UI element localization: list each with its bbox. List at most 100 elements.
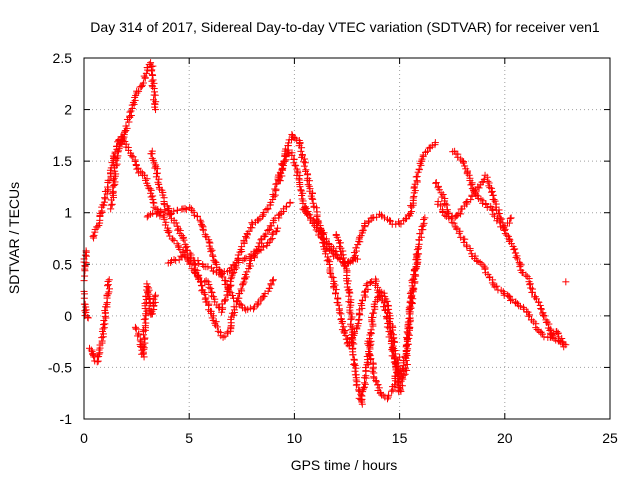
data-point [362,281,370,289]
data-point [146,185,154,193]
data-point [131,157,139,165]
data-point [352,364,360,372]
data-point [319,231,327,239]
data-point [507,214,515,222]
data-point [100,324,108,332]
data-point [147,186,155,194]
data-point [224,284,232,292]
data-point [301,159,309,167]
data-point [415,165,423,173]
data-point [387,217,395,225]
data-point [408,203,416,211]
data-point [463,198,471,206]
data-point [394,356,402,364]
data-point [540,333,548,341]
data-point [359,226,367,234]
data-point [554,330,562,338]
data-point [513,252,521,260]
data-point [454,153,462,161]
data-point [134,332,142,340]
data-point [298,144,306,152]
data-point [242,233,250,241]
data-point [490,196,498,204]
data-point [140,344,148,352]
data-point [406,314,414,322]
data-point [412,264,420,272]
data-point [149,62,157,70]
y-tick-label: -0.5 [48,359,72,375]
data-point [148,67,156,75]
y-tick-label: 1 [64,205,72,221]
data-point [308,194,316,202]
data-point [352,381,360,389]
data-point [385,391,393,399]
data-point [272,228,280,236]
chart-title: Day 314 of 2017, Sidereal Day-to-day VTE… [90,19,600,35]
data-point [450,219,458,227]
data-point [243,268,251,276]
data-point [392,372,400,380]
data-point [100,201,108,209]
data-point [149,83,157,91]
data-point [337,316,345,324]
x-tick-label: 0 [80,430,88,446]
data-point [319,238,327,246]
data-point [195,274,203,282]
data-point [535,298,543,306]
data-point [486,184,494,192]
data-point [225,287,233,295]
data-point [220,297,228,305]
data-point [475,184,483,192]
data-point [267,280,275,288]
data-point [305,211,313,219]
data-point [465,171,473,179]
data-point [408,291,416,299]
data-point [309,199,317,207]
data-point [292,162,300,170]
data-point [445,209,453,217]
data-point [131,323,139,331]
data-point [403,347,411,355]
data-point [264,205,272,213]
data-point [384,306,392,314]
data-point [101,320,109,328]
data-point [265,225,273,233]
data-point [207,285,215,293]
data-point [138,83,146,91]
data-point [505,292,513,300]
data-point [190,208,198,216]
data-point [496,214,504,222]
data-point [402,365,410,373]
data-point [406,297,414,305]
data-point [81,262,89,270]
data-point [466,246,474,254]
data-point [254,216,262,224]
data-point [374,381,382,389]
data-point [141,334,149,342]
data-point [493,282,501,290]
data-point [484,177,492,185]
data-point [237,245,245,253]
data-point [142,176,150,184]
data-point [358,296,366,304]
data-point [336,309,344,317]
data-point [488,187,496,195]
data-point [133,165,141,173]
data-point [176,245,184,253]
data-point [431,139,439,147]
data-point [533,325,541,333]
data-point [393,359,401,367]
data-point [282,203,290,211]
data-point [421,214,429,222]
data-point [239,280,247,288]
data-point [230,261,238,269]
data-point [193,213,201,221]
data-point [149,76,157,84]
data-point [461,162,469,170]
data-point [257,236,265,244]
data-point [340,261,348,269]
data-point [304,181,312,189]
data-point [298,191,306,199]
x-tick-label: 25 [602,430,618,446]
data-point [529,288,537,296]
